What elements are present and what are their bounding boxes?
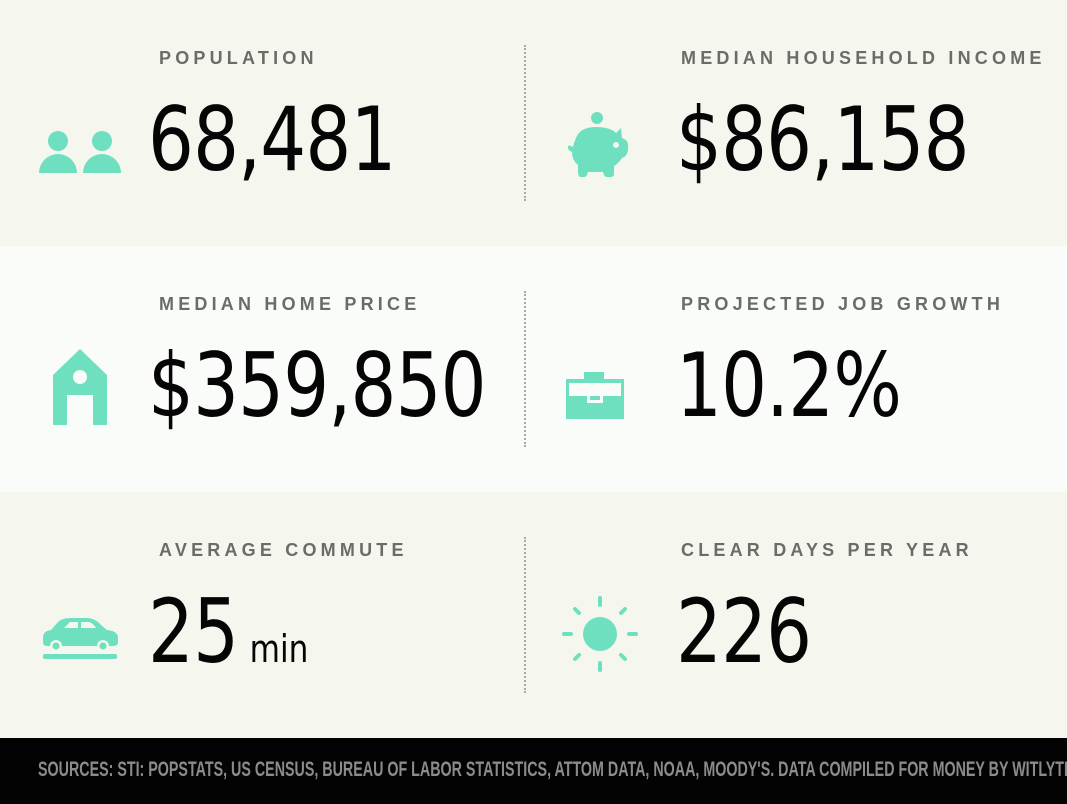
stat-value: 25 min bbox=[148, 584, 308, 697]
sources-footer: SOURCES: STI: POPSTATS, US CENSUS, BUREA… bbox=[0, 738, 1067, 804]
stat-number: 10.2% bbox=[676, 334, 902, 437]
briefcase-icon bbox=[566, 372, 624, 424]
stat-population: POPULATION 68,481 bbox=[0, 0, 524, 246]
people-icon bbox=[39, 128, 125, 179]
stat-number: 68,481 bbox=[148, 88, 396, 191]
stat-label: MEDIAN HOUSEHOLD INCOME bbox=[681, 48, 1046, 68]
stat-number: 226 bbox=[676, 580, 812, 683]
divider bbox=[524, 45, 526, 201]
stat-projected-job-growth: PROJECTED JOB GROWTH 10.2% bbox=[526, 246, 1067, 492]
stats-row-2: MEDIAN HOME PRICE $359,850 PROJECTED JOB… bbox=[0, 246, 1067, 492]
car-icon bbox=[41, 616, 119, 665]
sun-icon bbox=[562, 596, 638, 677]
stat-clear-days-per-year: CLEAR DAYS PER YEAR 226 bbox=[526, 492, 1067, 738]
stat-number: $359,850 bbox=[148, 334, 487, 437]
stat-number: 25 bbox=[148, 580, 239, 683]
stat-value: 226 bbox=[676, 584, 812, 680]
stats-row-3: AVERAGE COMMUTE 25 min CLEAR DAYS PER YEA… bbox=[0, 492, 1067, 738]
stat-label: MEDIAN HOME PRICE bbox=[159, 294, 421, 314]
stat-number: $86,158 bbox=[676, 88, 969, 191]
stat-value: 10.2% bbox=[676, 338, 902, 434]
stats-row-1: POPULATION 68,481 MEDIAN HOUSEHOLD INCOM… bbox=[0, 0, 1067, 246]
stat-label: POPULATION bbox=[159, 48, 318, 68]
stat-value: $359,850 bbox=[148, 338, 487, 434]
divider bbox=[524, 291, 526, 447]
divider bbox=[524, 537, 526, 693]
sources-text: SOURCES: STI: POPSTATS, US CENSUS, BUREA… bbox=[38, 758, 1067, 781]
stat-median-household-income: MEDIAN HOUSEHOLD INCOME $86,158 bbox=[526, 0, 1067, 246]
stat-average-commute: AVERAGE COMMUTE 25 min bbox=[0, 492, 524, 738]
stat-unit: min bbox=[249, 627, 309, 671]
stat-median-home-price: MEDIAN HOME PRICE $359,850 bbox=[0, 246, 524, 492]
piggy-bank-icon bbox=[566, 110, 630, 183]
stat-label: CLEAR DAYS PER YEAR bbox=[681, 540, 973, 560]
stat-label: AVERAGE COMMUTE bbox=[159, 540, 408, 560]
stat-label: PROJECTED JOB GROWTH bbox=[681, 294, 1005, 314]
stat-value: 68,481 bbox=[148, 92, 396, 188]
stat-value: $86,158 bbox=[676, 92, 969, 188]
house-icon bbox=[53, 349, 107, 430]
